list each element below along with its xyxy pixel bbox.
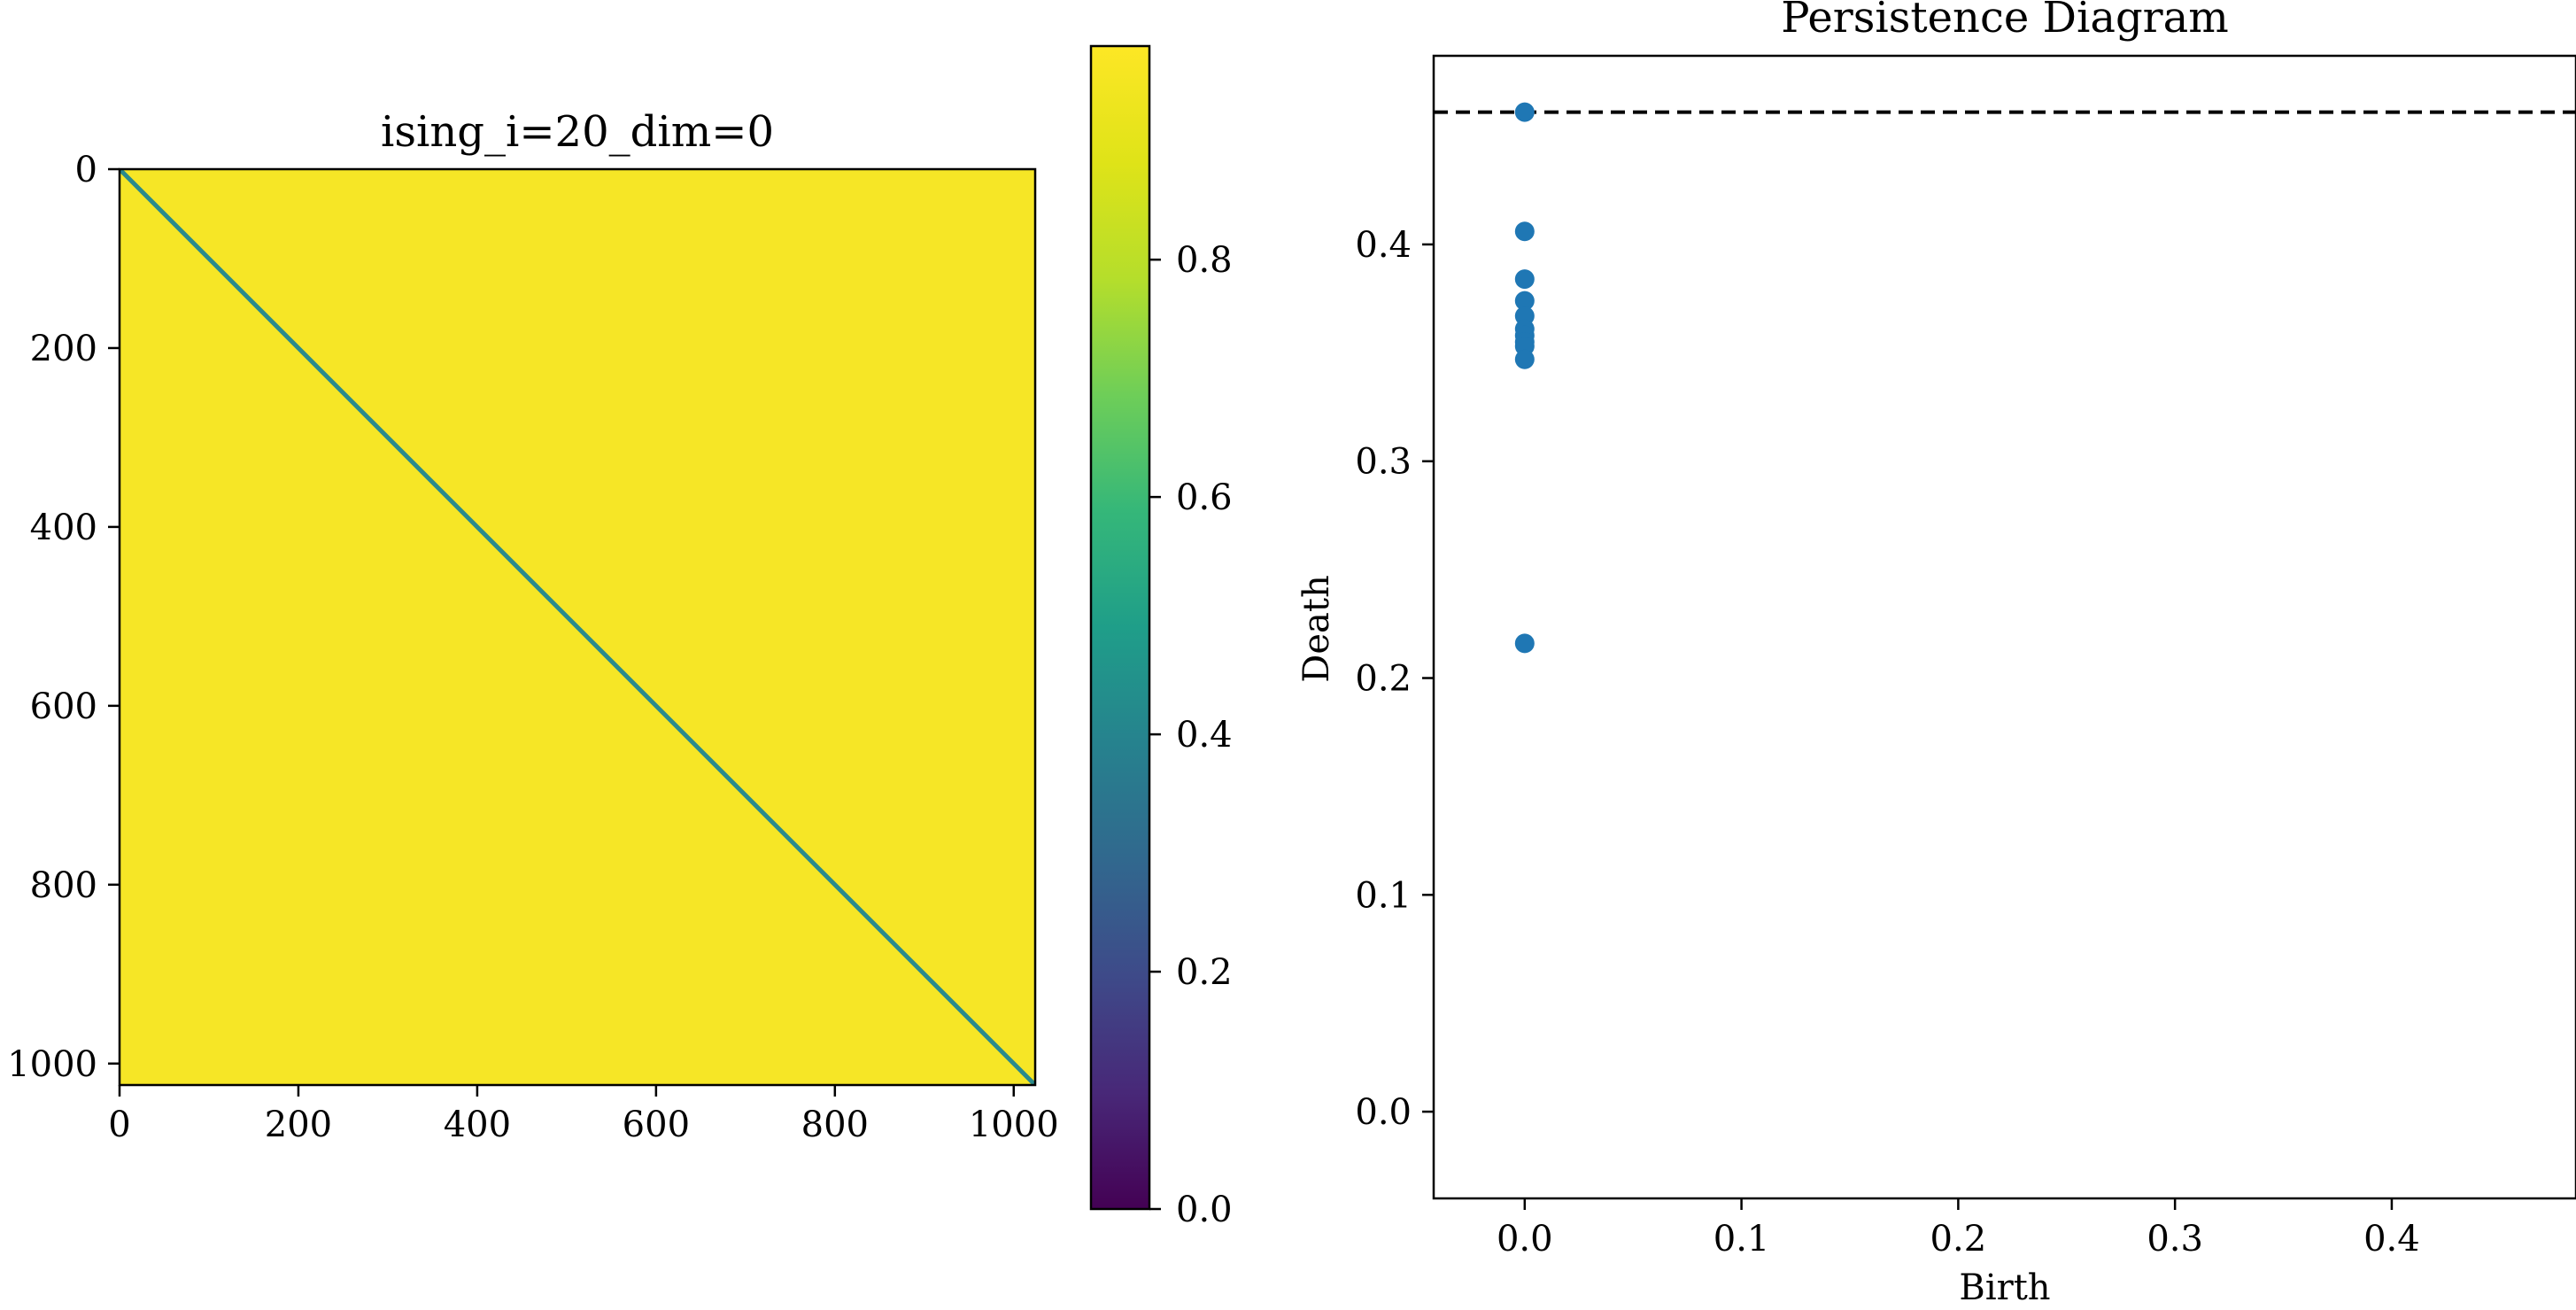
persistence-point	[1514, 291, 1535, 311]
colorbar-tick-label: 0.2	[1176, 952, 1233, 993]
persistence-x-tick-label: 0.1	[1713, 1219, 1770, 1260]
colorbar-tick-label: 0.0	[1176, 1190, 1233, 1230]
persistence-point	[1514, 349, 1535, 369]
heatmap-x-tick-label: 1000	[969, 1105, 1059, 1145]
persistence-point	[1514, 221, 1535, 242]
persistence-point	[1514, 633, 1535, 654]
colorbar-tick-label: 0.4	[1176, 715, 1233, 756]
heatmap-x-tick-label: 200	[265, 1105, 332, 1145]
heatmap-y-tick-label: 600	[30, 686, 97, 727]
colorbar-frame	[1089, 44, 1151, 1211]
heatmap-x-tick-label: 800	[801, 1105, 869, 1145]
persistence-points	[1514, 102, 1535, 654]
heatmap-y-tick-label: 800	[30, 865, 97, 906]
persistence-panel: Persistence Diagram 0.0 0.1 0.2 0.3 0.4 0.00…	[1296, 0, 2576, 1308]
colorbar-tick-label: 0.8	[1176, 240, 1233, 281]
colorbar-gradient	[1091, 46, 1149, 1209]
persistence-plot-area	[1434, 102, 2576, 654]
heatmap-x-tick-label: 600	[623, 1105, 690, 1145]
heatmap-y-tick-label: 200	[30, 329, 97, 369]
persistence-x-tick-label: 0.2	[1930, 1219, 1987, 1260]
heatmap-y-tick-label: 400	[30, 508, 97, 548]
persistence-point	[1514, 102, 1535, 122]
heatmap-title: ising_i=20_dim=0	[381, 107, 774, 157]
x-axis-title: Birth	[1959, 1267, 2050, 1308]
heatmap-x-tick-label: 0	[108, 1105, 130, 1145]
heatmap-y-axis: 0 200 400 600 800 1000	[7, 150, 120, 1085]
colorbar-ticks: 0.0 0.2 0.4 0.6 0.8	[1149, 240, 1233, 1230]
heatmap-frame	[118, 167, 1037, 1087]
heatmap-x-tick-label: 400	[444, 1105, 511, 1145]
colorbar-tick-label: 0.6	[1176, 477, 1233, 518]
persistence-y-tick-label: 0.1	[1355, 875, 1412, 916]
heatmap-y-tick-label: 0	[75, 150, 97, 190]
persistence-y-tick-label: 0.2	[1355, 659, 1412, 700]
persistence-y-axis: 0.0 0.1 0.2 0.3 0.4	[1355, 225, 1434, 1133]
persistence-x-tick-label: 0.0	[1497, 1219, 1553, 1260]
heatmap-diagonal	[120, 169, 1035, 1085]
persistence-title: Persistence Diagram	[1781, 0, 2229, 43]
persistence-x-tick-label: 0.3	[2147, 1219, 2203, 1260]
persistence-y-tick-label: 0.4	[1355, 225, 1412, 266]
y-axis-title: Death	[1296, 575, 1337, 682]
persistence-frame	[1432, 54, 2576, 1200]
heatmap-panel: ising_i=20_dim=0 0 200 400 600 800 1000 0 200 4…	[7, 107, 1058, 1145]
colorbar: 0.0 0.2 0.4 0.6 0.8	[1089, 44, 1233, 1230]
heatmap-x-axis: 0 200 400 600 800 1000	[108, 1085, 1059, 1145]
persistence-x-tick-label: 0.4	[2363, 1219, 2420, 1260]
persistence-y-tick-label: 0.3	[1355, 442, 1412, 483]
persistence-x-axis: 0.0 0.1 0.2 0.3 0.4	[1497, 1198, 2420, 1260]
persistence-y-tick-label: 0.0	[1355, 1092, 1412, 1133]
persistence-point	[1514, 269, 1535, 290]
heatmap-y-tick-label: 1000	[7, 1044, 97, 1085]
